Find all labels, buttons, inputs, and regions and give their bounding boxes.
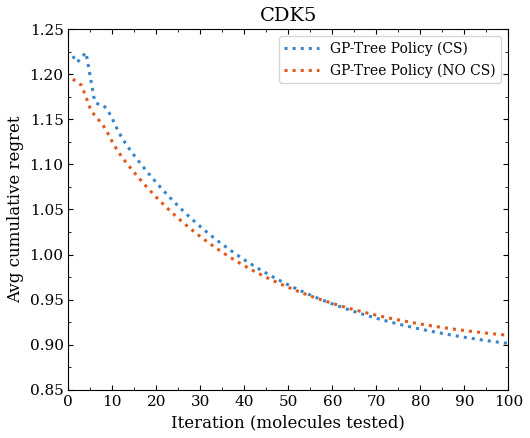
GP-Tree Policy (CS) <box>505 341 511 346</box>
GP-Tree Policy (CS) <box>69 53 76 59</box>
GP-Tree Policy (NO CS) <box>470 329 476 334</box>
Y-axis label: Avg cumulative regret: Avg cumulative regret <box>7 116 24 303</box>
GP-Tree Policy (NO CS) <box>505 333 511 338</box>
GP-Tree Policy (NO CS) <box>153 194 160 200</box>
GP-Tree Policy (NO CS) <box>69 77 76 82</box>
Legend: GP-Tree Policy (CS), GP-Tree Policy (NO CS): GP-Tree Policy (CS), GP-Tree Policy (NO … <box>279 36 501 83</box>
Line: GP-Tree Policy (CS): GP-Tree Policy (CS) <box>73 53 508 343</box>
GP-Tree Policy (CS) <box>474 337 481 342</box>
GP-Tree Policy (CS) <box>175 204 182 209</box>
GP-Tree Policy (CS) <box>298 289 305 294</box>
Line: GP-Tree Policy (NO CS): GP-Tree Policy (NO CS) <box>73 79 508 336</box>
GP-Tree Policy (CS) <box>157 185 164 190</box>
GP-Tree Policy (CS) <box>488 339 494 344</box>
GP-Tree Policy (CS) <box>83 50 89 55</box>
GP-Tree Policy (NO CS) <box>483 330 490 336</box>
GP-Tree Policy (NO CS) <box>329 301 335 306</box>
X-axis label: Iteration (molecules tested): Iteration (molecules tested) <box>172 414 405 431</box>
GP-Tree Policy (NO CS) <box>171 212 177 217</box>
GP-Tree Policy (CS) <box>333 303 340 308</box>
GP-Tree Policy (NO CS) <box>294 288 301 293</box>
Title: CDK5: CDK5 <box>260 7 317 25</box>
